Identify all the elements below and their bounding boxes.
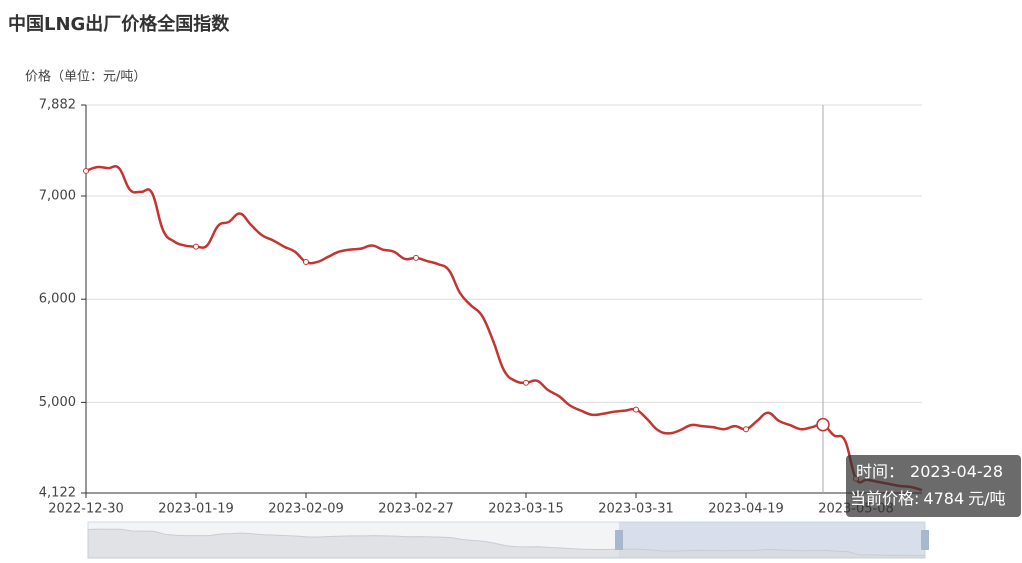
y-tick-label: 7,000 (39, 189, 76, 204)
x-tick-label: 2023-02-27 (378, 502, 454, 517)
point (413, 254, 419, 261)
point (633, 406, 639, 413)
y-tick-label: 7,882 (39, 98, 76, 113)
highlight-point (816, 417, 830, 432)
x-tick-label: 2023-02-09 (268, 502, 344, 517)
tooltip-label: 时间： (856, 462, 904, 481)
chart-title: 中国LNG出厂价格全国指数 (8, 13, 230, 35)
y-tick-label: 6,000 (39, 292, 76, 307)
tooltip-box (846, 455, 1021, 517)
x-tick-label: 2023-03-31 (598, 502, 674, 517)
zoom-handle[interactable] (921, 530, 929, 550)
point (83, 167, 89, 174)
point (523, 379, 529, 386)
x-tick-label: 2023-03-15 (488, 502, 564, 517)
tooltip-date: 2023-04-28 (910, 462, 1003, 481)
tooltip-line: 时间： 2023-04-28 (856, 462, 1003, 481)
tooltip-label: 当前价格: (850, 489, 919, 508)
tooltip: 时间： 2023-04-28 当前价格: 4784 元/吨 (846, 455, 1021, 517)
zoom-handle[interactable] (615, 530, 623, 550)
x-tick-label: 2022-12-30 (48, 502, 124, 517)
y-tick-label: 4,122 (39, 486, 76, 501)
x-tick-label: 2023-01-19 (158, 502, 234, 517)
point (743, 426, 749, 433)
tooltip-unit: 元/吨 (968, 489, 1005, 508)
y-tick-label: 5,000 (39, 395, 76, 410)
line (85, 165, 923, 492)
point (303, 259, 309, 266)
point (193, 243, 199, 250)
tooltip-line: 当前价格: 4784 元/吨 (850, 489, 1006, 508)
data-zoom[interactable] (87, 521, 929, 559)
x-tick-label: 2023-04-19 (708, 502, 784, 517)
y-axis-label: 价格（单位：元/吨） (25, 69, 146, 85)
zoom-area (87, 528, 926, 559)
tooltip-value: 4784 (923, 489, 964, 508)
